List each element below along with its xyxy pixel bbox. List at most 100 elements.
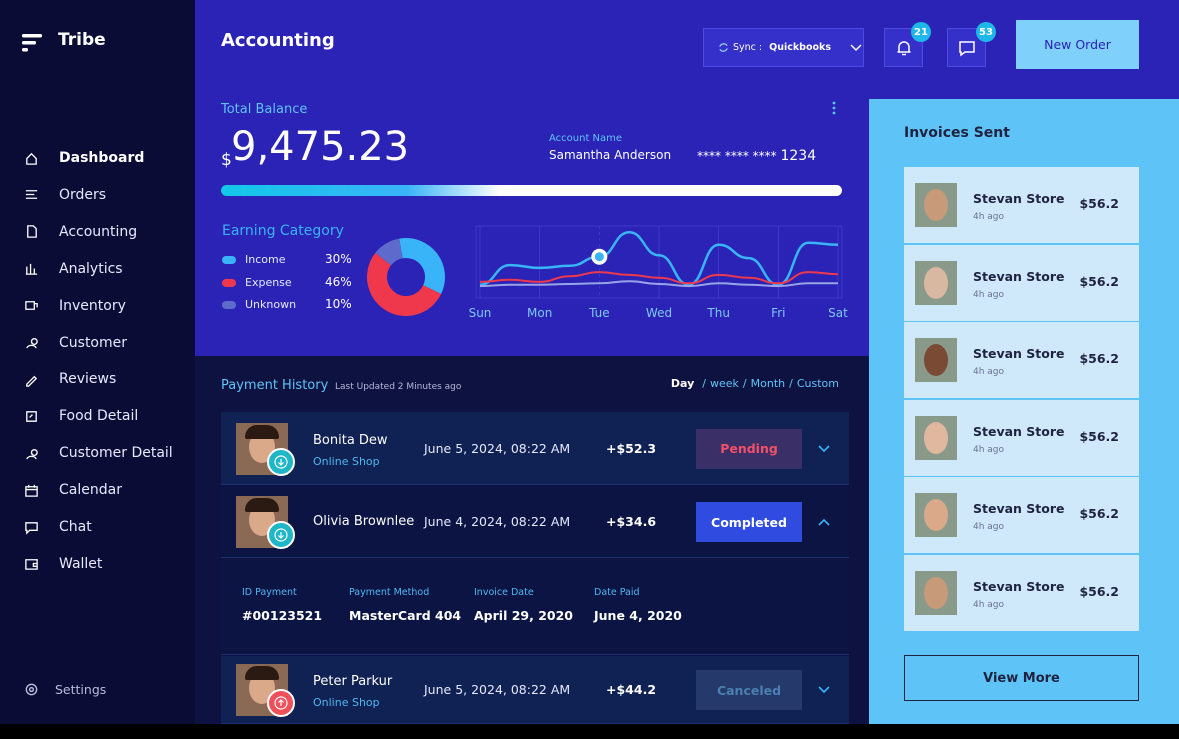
filters: Day / week / Month / Custom [671,377,839,390]
balance-amount: 9,475.23 [231,124,410,170]
invoice-avatar [915,493,957,537]
x-tick-label: Mon [527,306,552,320]
nav-label: Dashboard [59,150,145,166]
payment-amount: +$44.2 [606,682,657,697]
nav-item[interactable]: Accounting [24,224,137,240]
currency: $ [221,150,232,170]
detail-label: Payment Method [349,587,430,598]
detail-value: June 4, 2020 [594,608,682,623]
page-title: Accounting [221,30,335,51]
arrow [278,458,284,466]
invoice-time: 4h ago [973,444,1005,455]
chevron-path [818,686,830,694]
donut-segment [399,238,445,294]
invoice-card: Stevan Store 4h ago $56.2 [904,322,1139,398]
chevron-path [818,444,830,452]
status-icon [267,689,295,717]
nav-label: Food Detail [59,408,139,425]
expand-chevron[interactable] [817,444,831,454]
nav-item[interactable]: Wallet [24,556,102,572]
invoices-title: Invoices Sent [904,125,1010,141]
sync-value: Quickbooks [769,42,832,53]
line-series [479,230,839,286]
icon-path [25,521,38,535]
more-menu[interactable] [830,100,838,116]
status-button[interactable]: Completed [696,502,802,542]
payment-date: June 5, 2024, 08:22 AM [424,682,571,697]
invoice-amount: $56.2 [1079,428,1119,444]
nav-item[interactable]: Inventory [24,298,126,314]
account-label: Account Name [549,133,623,144]
nav-item[interactable]: Dashboard [24,150,144,166]
legend-label: Expense [245,275,292,289]
filter[interactable]: Custom [796,377,839,390]
invoice-avatar [915,183,957,227]
payment-amount: +$34.6 [606,514,657,529]
line-series [479,280,838,288]
invoice-name: Stevan Store [973,268,1065,284]
nav-label: Reviews [59,371,117,388]
legend-value: 46% [325,274,352,289]
separator: / [789,377,793,390]
nav-item[interactable]: Calendar [24,482,122,498]
invoice-time: 4h ago [973,522,1005,532]
card-last: 1234 [780,148,817,164]
invoice-card: Stevan Store 4h ago $56.2 [904,477,1139,553]
payment-row: Bonita Dew Online Shop June 5, 2024, 08:22… [221,412,849,485]
avatar-face [924,576,948,609]
legend-swatch [222,278,236,287]
icon-path [25,301,38,310]
card-number: **** **** **** 1234 [697,148,816,164]
avatar-face [924,344,948,376]
messages-button[interactable]: 53 [947,22,996,67]
avatar-hair [245,498,279,512]
x-tick-label: Sat [828,306,848,320]
invoice-card: Stevan Store 4h ago $56.2 [904,244,1139,321]
notifications-button[interactable]: 21 [884,22,931,67]
sync-dropdown[interactable]: Sync : Quickbooks [703,28,864,67]
filter[interactable]: week [710,377,739,390]
status-button[interactable]: Canceled [696,670,802,710]
invoice-time: 4h ago [973,599,1005,610]
icon-path [26,375,38,387]
settings[interactable]: Settings [24,682,106,697]
status-icon [267,447,295,476]
filter[interactable]: Day [670,377,695,390]
nav-icon [25,559,38,571]
settings-label: Settings [55,682,107,697]
arrow-icon [274,696,288,710]
nav-item[interactable]: Customer [24,335,127,351]
x-tick-label: Tue [588,306,610,320]
expand-chevron[interactable] [817,685,831,695]
nav-item[interactable]: Orders [24,187,106,203]
new-order-button[interactable]: New Order [1016,20,1139,69]
invoice-avatar [915,338,957,382]
detail-label: Date Paid [594,587,640,598]
nav-label: Calendar [59,482,122,499]
legend-value: 30% [325,252,352,266]
view-more-button[interactable]: View More [904,655,1139,701]
chat-icon [959,41,975,57]
expand-chevron[interactable] [817,517,831,527]
nav-item[interactable]: Customer Detail [24,445,173,461]
nav-item[interactable]: Reviews [24,371,116,387]
nav-label: Accounting [59,223,138,240]
invoice-time: 4h ago [973,212,1005,222]
ring [274,696,288,710]
filter[interactable]: Month [750,377,786,390]
nav-label: Orders [59,186,107,203]
arrow [278,699,284,706]
balance-label: Total Balance [221,102,308,117]
nav-item[interactable]: Food Detail [24,408,138,424]
nav-item[interactable]: Analytics [24,261,123,277]
arrow [278,532,284,539]
settings-icon [25,683,38,696]
nav-item[interactable]: Chat [24,519,92,535]
card-mask: **** **** **** [697,149,777,163]
status-button[interactable]: Pending [696,428,802,469]
nav-label: Customer [59,334,128,351]
invoice-name: Stevan Store [973,501,1065,516]
chevron-path [818,518,830,526]
ring [274,454,288,469]
avatar-hair [245,424,279,439]
